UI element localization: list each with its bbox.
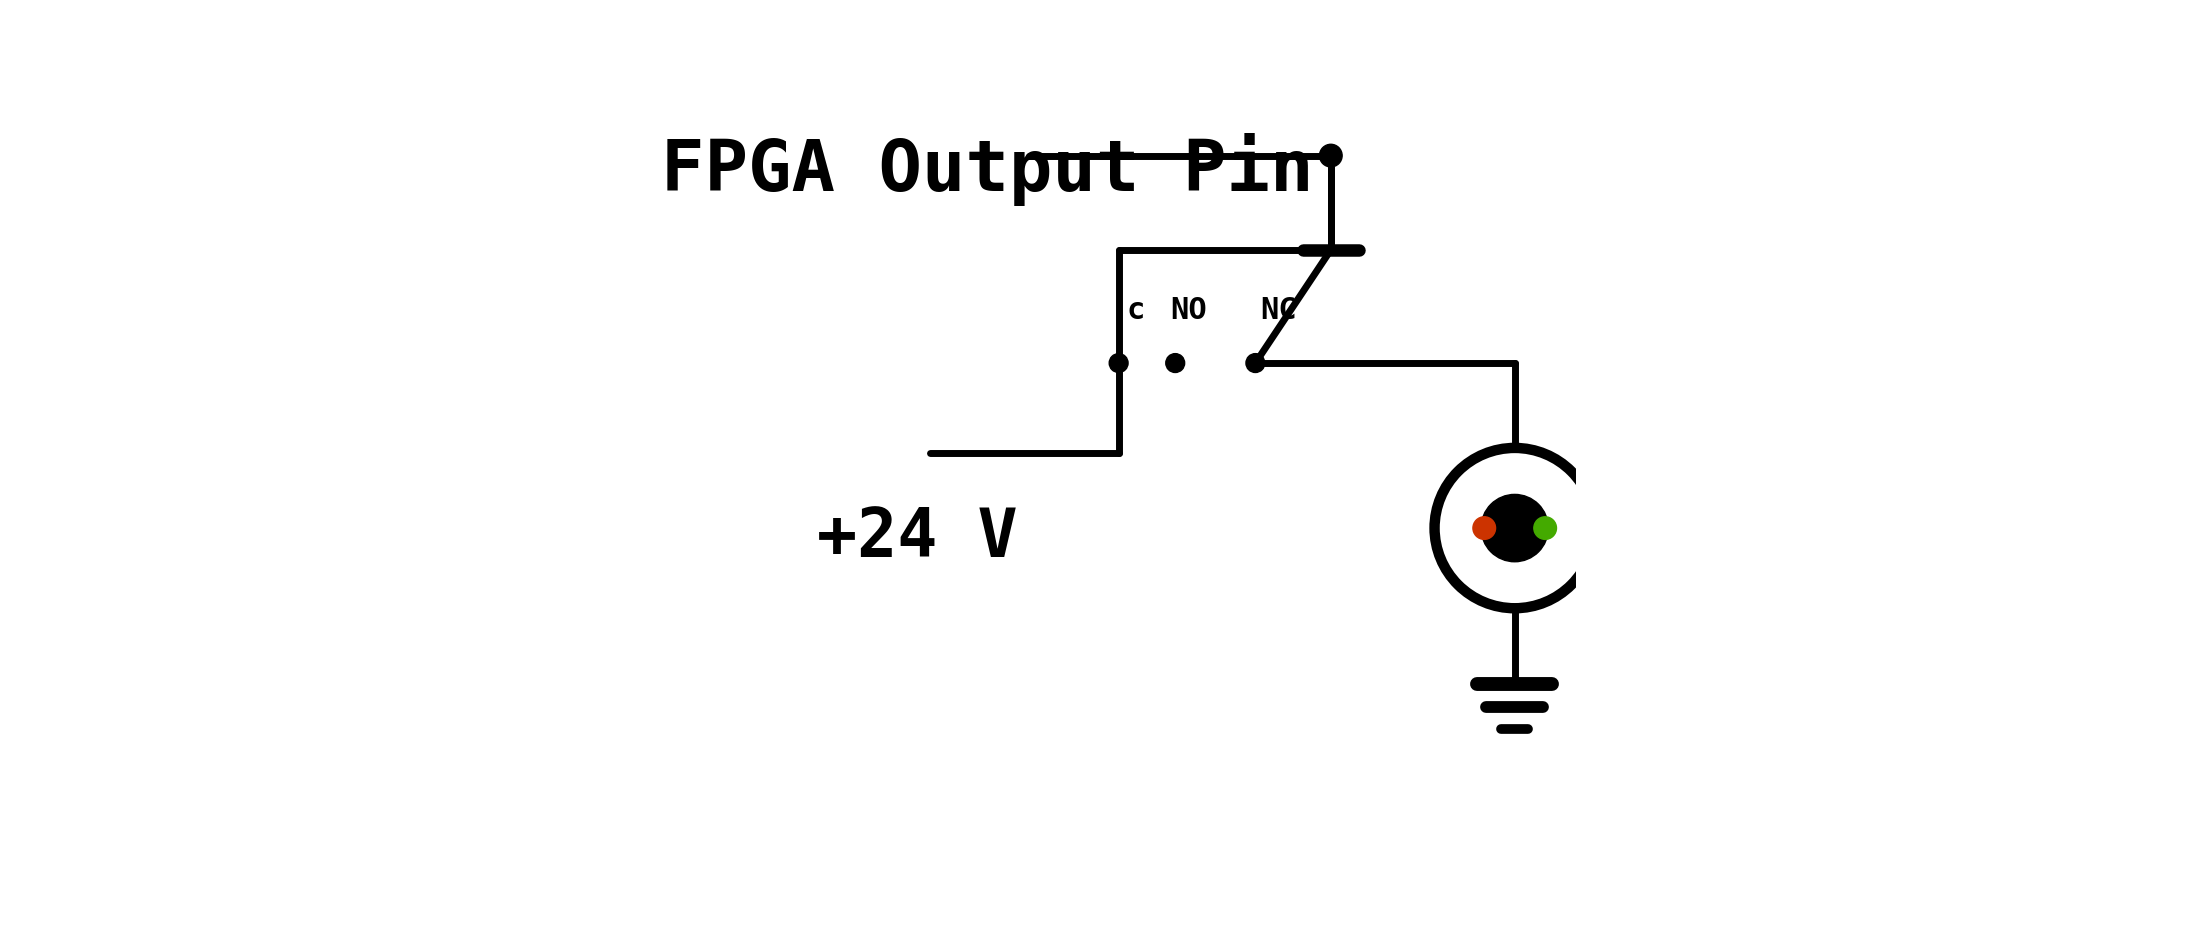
Circle shape (1480, 494, 1549, 562)
Circle shape (1109, 354, 1129, 372)
Text: NO: NO (1171, 296, 1208, 325)
Circle shape (1533, 517, 1557, 539)
Text: NC: NC (1259, 296, 1297, 325)
Circle shape (1319, 144, 1343, 167)
Text: +24 V: +24 V (817, 505, 1018, 571)
Circle shape (1473, 517, 1495, 539)
Circle shape (1166, 354, 1184, 372)
Text: FPGA Output Pin: FPGA Output Pin (660, 133, 1314, 207)
Text: c: c (1127, 296, 1144, 325)
Circle shape (1246, 354, 1266, 372)
